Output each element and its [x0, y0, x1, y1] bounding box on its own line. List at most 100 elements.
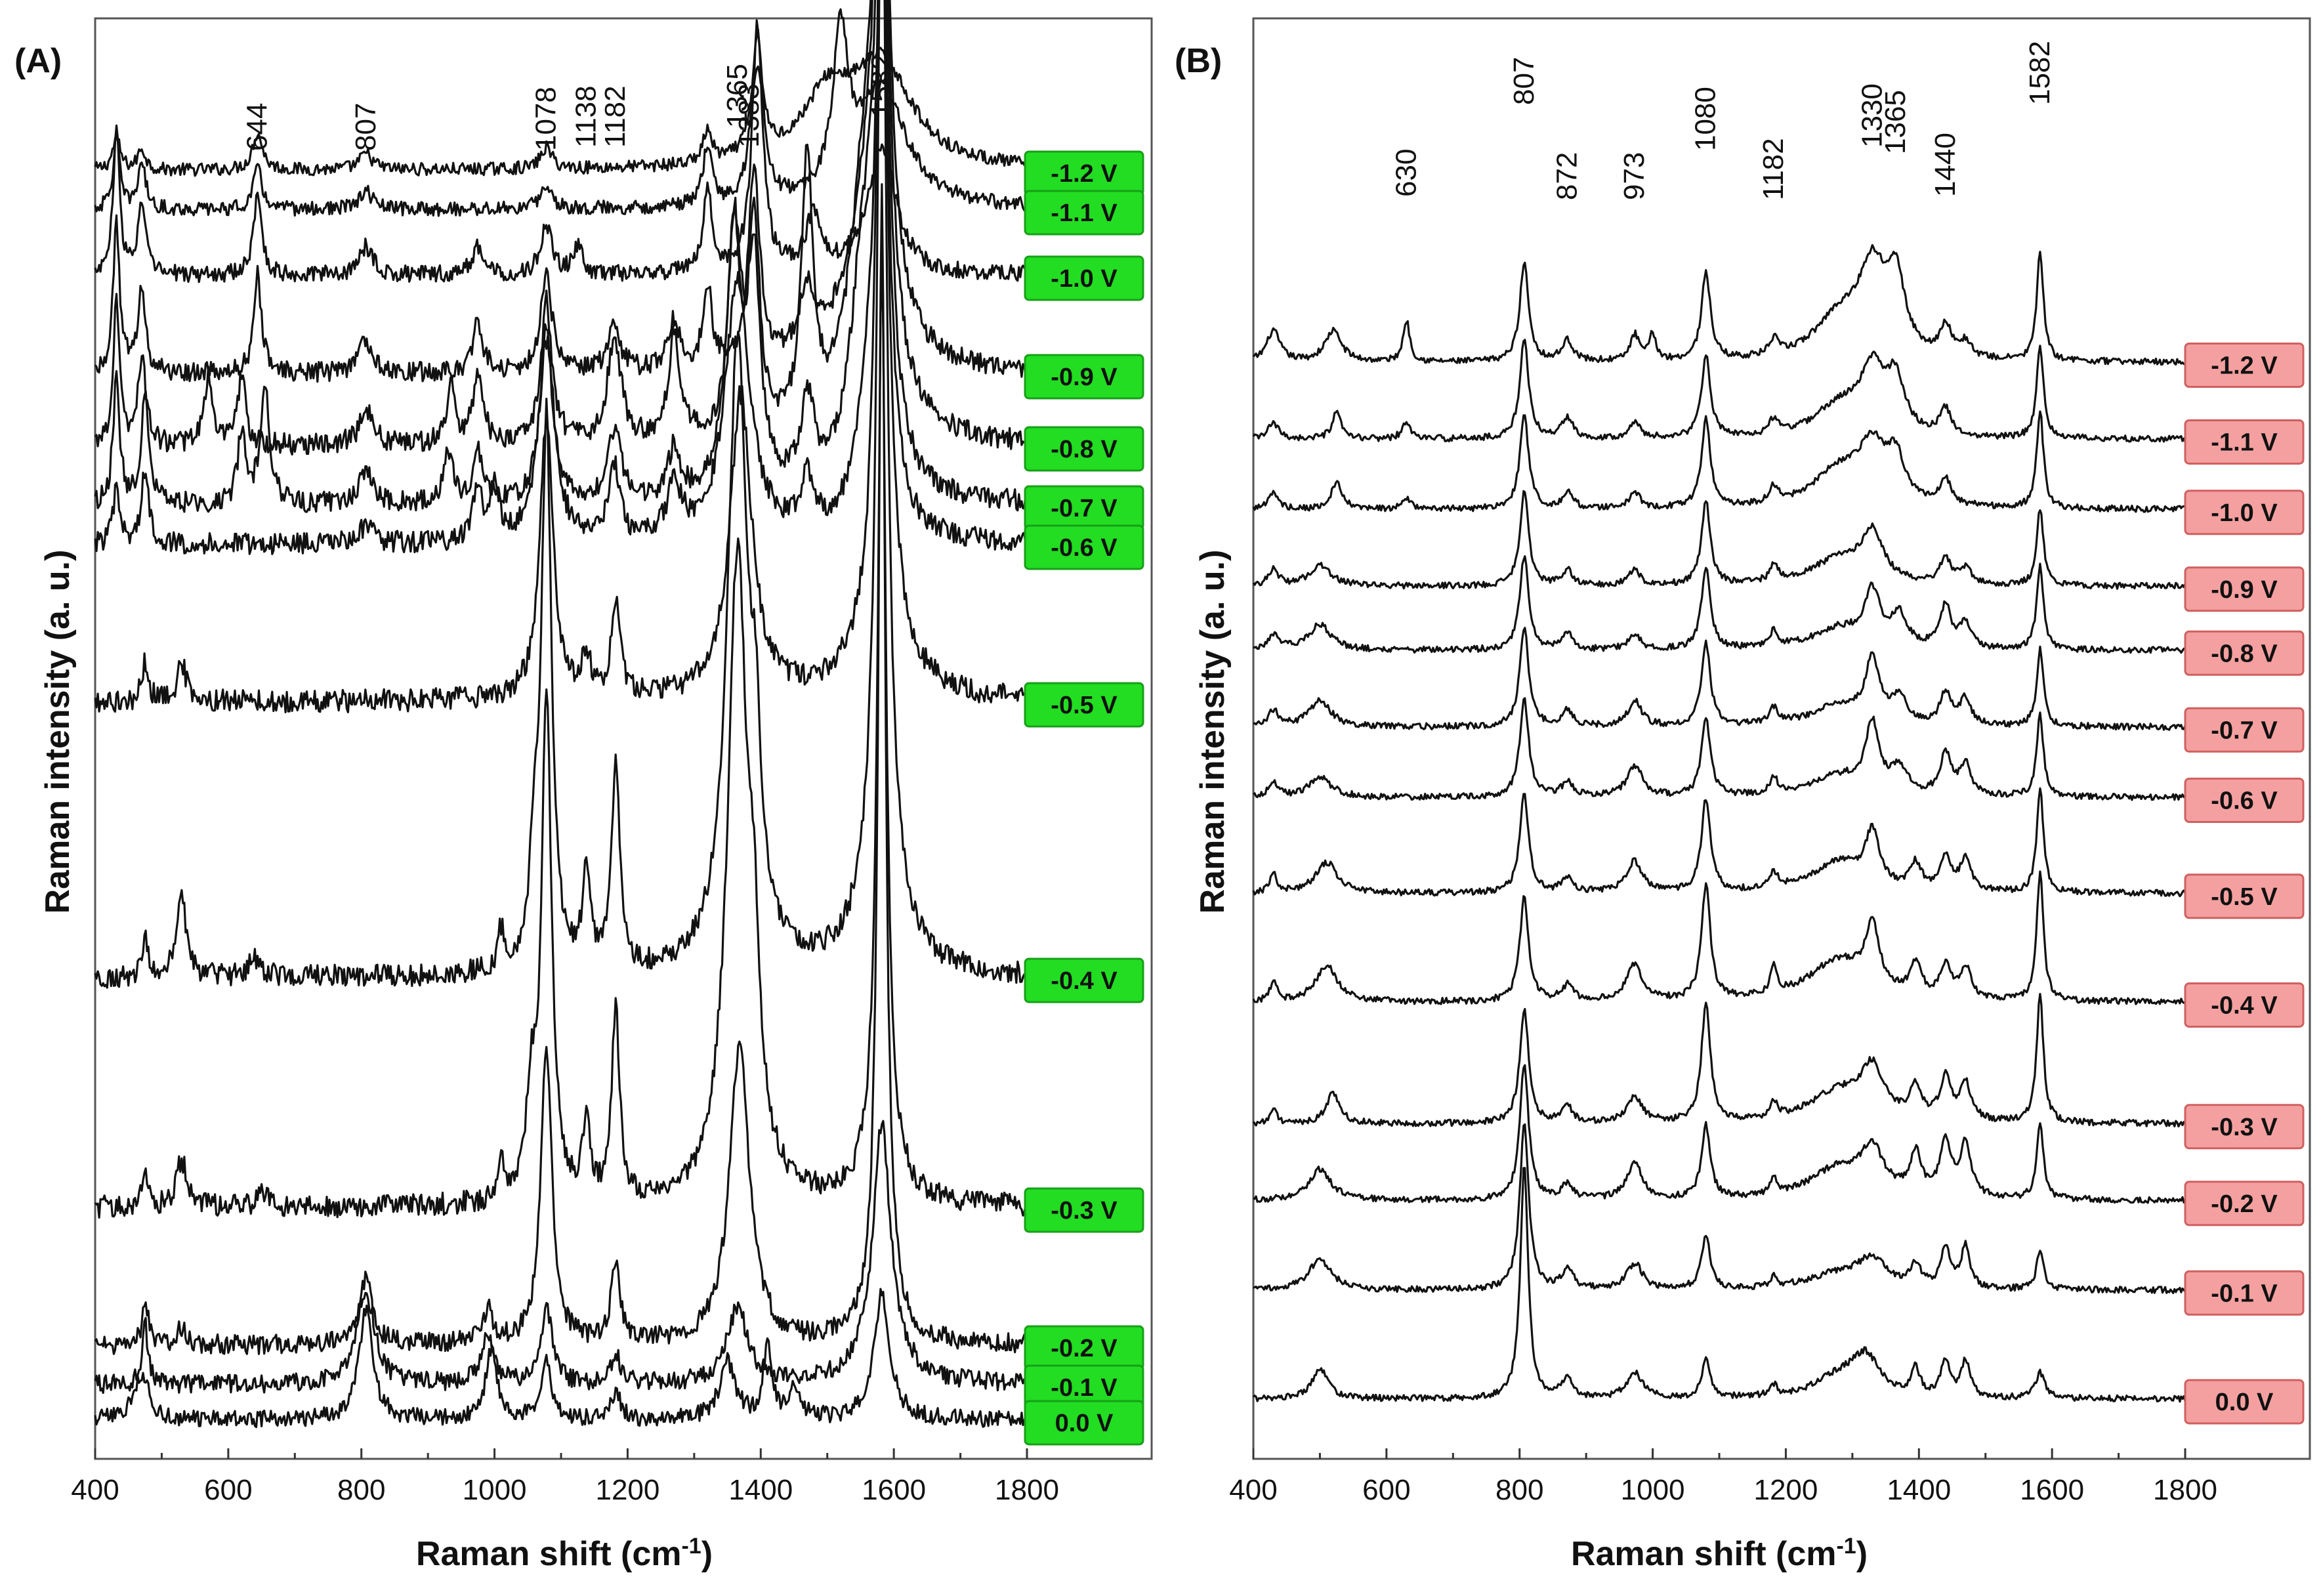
voltage-badge	[2184, 343, 2305, 388]
x-tick-label: 600	[1362, 1474, 1410, 1506]
x-tick-label: 1000	[1621, 1474, 1685, 1506]
peak-label: 1582	[2024, 41, 2056, 105]
panel-a-y-title: Raman intensity (a. u.)	[39, 550, 77, 914]
spectrum-line	[94, 252, 1028, 1219]
panel-a-label: (A)	[14, 42, 62, 80]
voltage-badge	[1024, 190, 1144, 236]
voltage-badge	[1024, 524, 1144, 570]
voltage-label: -0.2 V	[1051, 1335, 1118, 1362]
voltage-label: -0.9 V	[1051, 364, 1118, 391]
voltage-label: -1.1 V	[1051, 200, 1118, 227]
spectrum-line	[1252, 697, 2186, 801]
spectrum-line	[94, 47, 1028, 177]
peak-label: 1078	[530, 87, 562, 151]
panel-a-x-axis: 400 600 800 1000 1200 1400 1600 1800	[71, 1448, 1059, 1506]
voltage-badge	[2184, 566, 2305, 612]
spectrum-line	[94, 0, 1028, 713]
panel-b-frame	[1252, 17, 2311, 1460]
peak-label: 1330	[1856, 83, 1888, 148]
x-tick-label: 400	[1229, 1474, 1277, 1506]
spectrum-line	[1252, 410, 2185, 513]
voltage-label: 0.0 V	[2215, 1389, 2274, 1416]
spectrum-line	[1253, 1123, 2186, 1294]
voltage-label: -0.1 V	[2211, 1280, 2278, 1307]
spectrum-line	[1253, 1064, 2186, 1204]
peak-label: 1080	[1690, 87, 1722, 151]
spectrum-line	[94, 0, 1028, 555]
voltage-badge	[1024, 1400, 1144, 1446]
voltage-badge	[2184, 778, 2305, 823]
spectrum-line	[94, 0, 1028, 513]
panel-a-traces	[94, 0, 1028, 1429]
voltage-badge	[2184, 1104, 2305, 1150]
x-tick-label: 800	[337, 1474, 385, 1506]
voltage-badge	[2184, 490, 2305, 536]
x-tick-label: 800	[1495, 1474, 1543, 1506]
x-tick-label: 400	[71, 1474, 119, 1506]
panel-b-label: (B)	[1175, 42, 1222, 80]
panel-b: (B) -1.2 V -1.1 V -1.0 V -0.9 V -0.8 V -0.7 V…	[1175, 17, 2311, 1573]
voltage-label: -0.6 V	[1051, 534, 1118, 562]
peak-label: 1582	[866, 54, 898, 118]
voltage-badge	[1024, 255, 1144, 301]
spectrum-line	[1252, 1167, 2186, 1403]
peak-label: 1440	[1929, 133, 1961, 197]
voltage-badge	[2184, 1379, 2305, 1425]
voltage-label: -0.9 V	[2211, 576, 2278, 604]
peak-label: 1138	[570, 85, 602, 148]
spectrum-line	[94, 0, 1028, 383]
panel-b-x-axis: 400 600 800 1000 1200 1400 1600 1800	[1229, 1448, 2217, 1506]
voltage-badge	[1024, 957, 1144, 1003]
peak-label: 1182	[1757, 138, 1789, 200]
voltage-label: -0.8 V	[1051, 436, 1118, 463]
spectrum-line	[1253, 555, 2186, 654]
panel-a: (A) -1.2 V -1.1 V -1.0 V -0.9 V -0.8 V -0.7 V…	[14, 0, 1153, 1573]
voltage-label: -0.6 V	[2211, 788, 2278, 815]
panel-b-x-title: Raman shift (cm-1)	[1571, 1534, 1868, 1573]
spectrum-line	[1253, 627, 2186, 731]
x-tick-label: 1800	[995, 1474, 1059, 1506]
spectrum-line	[1252, 993, 2186, 1127]
voltage-label: -0.5 V	[1051, 692, 1118, 719]
spectrum-line	[94, 1120, 1028, 1395]
voltage-badge	[2184, 1181, 2305, 1227]
panel-b-traces	[1252, 243, 2186, 1403]
voltage-label: -1.0 V	[1051, 265, 1118, 293]
x-tick-label: 1200	[1753, 1474, 1818, 1506]
peak-label: 630	[1390, 149, 1422, 197]
voltage-label: -0.4 V	[2211, 992, 2278, 1020]
peak-label: 1365	[1879, 90, 1912, 154]
voltage-label: -1.2 V	[1051, 160, 1118, 188]
voltage-label: -0.5 V	[2211, 883, 2278, 911]
voltage-label: -0.8 V	[2211, 640, 2278, 667]
voltage-badge	[1024, 426, 1144, 472]
voltage-label: -0.3 V	[2211, 1114, 2278, 1141]
voltage-badge	[1024, 682, 1144, 728]
x-tick-label: 1800	[2153, 1474, 2217, 1506]
spectrum-line	[94, 183, 1028, 1355]
spectrum-line	[1252, 870, 2186, 1005]
voltage-badge	[2184, 707, 2305, 753]
spectrum-line	[94, 0, 1028, 989]
x-tick-label: 600	[204, 1474, 252, 1506]
spectrum-line	[1252, 490, 2186, 590]
voltage-label: -0.7 V	[1051, 495, 1118, 522]
voltage-label: -0.7 V	[2211, 717, 2278, 744]
x-tick-label: 1600	[862, 1474, 926, 1506]
voltage-label: -1.1 V	[2211, 429, 2278, 457]
peak-label: 1182	[599, 85, 631, 148]
voltage-label: -0.3 V	[1051, 1197, 1118, 1225]
spectrum-line	[1252, 243, 2186, 366]
voltage-label: -1.2 V	[2211, 352, 2278, 380]
peak-label: 807	[1508, 57, 1540, 105]
panel-a-voltage-badges: -1.2 V -1.1 V -1.0 V -0.9 V -0.8 V -0.7 V -0.6…	[1024, 150, 1144, 1446]
voltage-badge	[1024, 1187, 1144, 1233]
voltage-badge	[2184, 982, 2305, 1028]
panel-b-y-title: Raman intensity (a. u.)	[1194, 550, 1232, 914]
x-tick-label: 1000	[463, 1474, 527, 1506]
spectrum-line	[94, 0, 1028, 456]
voltage-label: -0.2 V	[2211, 1190, 2278, 1218]
voltage-label: 0.0 V	[1055, 1410, 1114, 1437]
